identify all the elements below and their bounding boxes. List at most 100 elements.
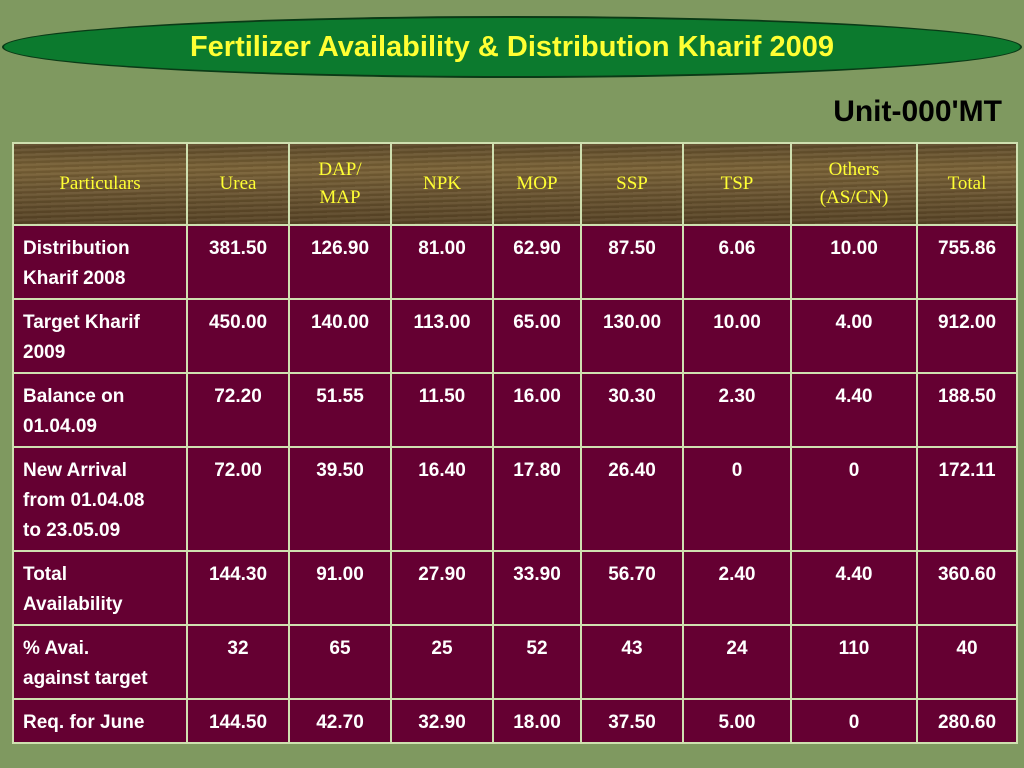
column-header-label: MAP: [319, 187, 361, 208]
column-header: DAP/MAP: [288, 142, 392, 226]
row-particular: Balance on 01.04.09: [12, 372, 188, 448]
table-cell: 11.50: [390, 372, 494, 448]
table-cell: 39.50: [288, 446, 392, 552]
table-body: Distribution Kharif 2008 381.50 126.90 81.00…: [12, 224, 1018, 744]
table-cell: 62.90: [492, 224, 582, 300]
table-cell: 43: [580, 624, 684, 700]
table-row: New Arrival from 01.04.08 to 23.05.09 72.00…: [12, 446, 1018, 552]
table-row: Req. for June 144.50 42.70 32.90 18.00 37.50 5…: [12, 698, 1018, 744]
column-header-label: Total: [947, 173, 987, 194]
column-header-label: TSP: [720, 173, 754, 194]
row-particular-line: to 23.05.09: [23, 520, 121, 541]
table-cell: 4.40: [790, 372, 918, 448]
table-cell: 755.86: [916, 224, 1018, 300]
table-cell: 188.50: [916, 372, 1018, 448]
column-header: NPK: [390, 142, 494, 226]
table-cell: 65.00: [492, 298, 582, 374]
column-header-label: Particulars: [59, 173, 141, 194]
table-cell: 87.50: [580, 224, 684, 300]
table-cell: 144.30: [186, 550, 290, 626]
table-cell: 65: [288, 624, 392, 700]
unit-label: Unit-000'MT: [833, 95, 1002, 128]
table-row: Distribution Kharif 2008 381.50 126.90 81.00…: [12, 224, 1018, 300]
table-row: Balance on 01.04.09 72.20 51.55 11.50 16.00 30…: [12, 372, 1018, 448]
row-particular-line: Availability: [23, 594, 123, 615]
table-cell: 5.00: [682, 698, 792, 744]
table-cell: 2.30: [682, 372, 792, 448]
table-cell: 6.06: [682, 224, 792, 300]
table-cell: 130.00: [580, 298, 684, 374]
row-particular: Total Availability: [12, 550, 188, 626]
table-row: % Avai. against target 32 65 25 52 43 24 110 40: [12, 624, 1018, 700]
table-cell: 32: [186, 624, 290, 700]
table-cell: 72.20: [186, 372, 290, 448]
column-header-label: Others: [828, 159, 880, 180]
table-cell: 91.00: [288, 550, 392, 626]
row-particular-line: Req. for June: [23, 712, 145, 733]
row-particular-line: Distribution: [23, 238, 130, 259]
table-cell: 0: [790, 698, 918, 744]
table-cell: 37.50: [580, 698, 684, 744]
column-header-label: Urea: [219, 173, 257, 194]
title-banner: Fertilizer Availability & Distribution K…: [2, 16, 1022, 78]
table-cell: 81.00: [390, 224, 494, 300]
table-cell: 10.00: [682, 298, 792, 374]
table-cell: 52: [492, 624, 582, 700]
table-cell: 450.00: [186, 298, 290, 374]
table-cell: 42.70: [288, 698, 392, 744]
table-cell: 110: [790, 624, 918, 700]
table-cell: 2.40: [682, 550, 792, 626]
table-cell: 72.00: [186, 446, 290, 552]
column-header: SSP: [580, 142, 684, 226]
row-particular-line: 01.04.09: [23, 416, 97, 437]
row-particular-line: Kharif 2008: [23, 268, 126, 289]
fertilizer-table: Particulars Urea DAP/MAP NPK MOP SSP TSP Others…: [12, 142, 1018, 744]
table-cell: 33.90: [492, 550, 582, 626]
row-particular-line: against target: [23, 668, 148, 689]
table-cell: 10.00: [790, 224, 918, 300]
table-cell: 18.00: [492, 698, 582, 744]
column-header-label: SSP: [616, 173, 648, 194]
table-cell: 140.00: [288, 298, 392, 374]
table-cell: 360.60: [916, 550, 1018, 626]
table-cell: 912.00: [916, 298, 1018, 374]
column-header: MOP: [492, 142, 582, 226]
column-header-label: DAP/: [318, 159, 362, 180]
table-cell: 0: [682, 446, 792, 552]
page-title: Fertilizer Availability & Distribution K…: [189, 30, 835, 63]
table-row: Total Availability 144.30 91.00 27.90 33.90 56…: [12, 550, 1018, 626]
column-header: Urea: [186, 142, 290, 226]
table-cell: 27.90: [390, 550, 494, 626]
table-cell: 24: [682, 624, 792, 700]
table-cell: 172.11: [916, 446, 1018, 552]
table-cell: 51.55: [288, 372, 392, 448]
table-cell: 113.00: [390, 298, 494, 374]
row-particular-line: from 01.04.08: [23, 490, 145, 511]
table-cell: 16.40: [390, 446, 494, 552]
row-particular-line: % Avai.: [23, 638, 90, 659]
row-particular-line: New Arrival: [23, 460, 127, 481]
table-cell: 4.00: [790, 298, 918, 374]
table-cell: 144.50: [186, 698, 290, 744]
table-cell: 25: [390, 624, 494, 700]
table-cell: 56.70: [580, 550, 684, 626]
row-particular: Distribution Kharif 2008: [12, 224, 188, 300]
column-header: Particulars: [12, 142, 188, 226]
table-cell: 4.40: [790, 550, 918, 626]
table-cell: 32.90: [390, 698, 494, 744]
column-header: Total: [916, 142, 1018, 226]
column-header: Others (AS/CN): [790, 142, 918, 226]
row-particular-line: Target Kharif: [23, 312, 140, 333]
table-cell: 126.90: [288, 224, 392, 300]
row-particular-line: Total: [23, 564, 67, 585]
column-header-label: MOP: [516, 173, 558, 194]
table-cell: 30.30: [580, 372, 684, 448]
table-cell: 17.80: [492, 446, 582, 552]
row-particular: Target Kharif 2009: [12, 298, 188, 374]
table-row: Target Kharif 2009 450.00 140.00 113.00 65.00…: [12, 298, 1018, 374]
table-cell: 40: [916, 624, 1018, 700]
column-header-label: NPK: [422, 173, 461, 194]
table-header-row: Particulars Urea DAP/MAP NPK MOP SSP TSP Others…: [12, 142, 1018, 226]
table-cell: 280.60: [916, 698, 1018, 744]
table-cell: 16.00: [492, 372, 582, 448]
